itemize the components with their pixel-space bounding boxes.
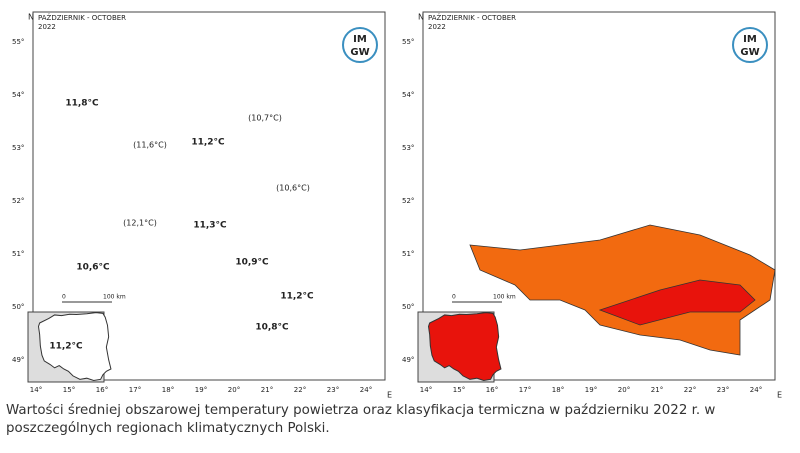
lon-label: 18°	[162, 386, 174, 394]
region-temperature: 10,9°C	[235, 258, 269, 268]
east-label: E	[387, 391, 392, 400]
lon-label: 22°	[294, 386, 306, 394]
lon-label: 16°	[486, 386, 498, 394]
lat-label: 52°	[12, 197, 24, 205]
region-temperature: (12,1°C)	[123, 219, 157, 228]
scale-start: 0	[452, 294, 456, 301]
lon-label: 20°	[228, 386, 240, 394]
north-label: N	[28, 13, 34, 22]
region-temperature: 11,2°C	[191, 138, 225, 148]
warm-region	[469, 224, 776, 356]
scale-start: 0	[62, 294, 66, 301]
lat-label: 49°	[402, 356, 414, 364]
lon-label: 15°	[453, 386, 465, 394]
region-temperature: 11,8°C	[65, 99, 99, 109]
lon-label: 17°	[129, 386, 141, 394]
map-year: 2022	[428, 23, 446, 31]
logo-top: IM	[353, 34, 367, 45]
lon-label: 21°	[651, 386, 663, 394]
inset-poland	[427, 312, 502, 382]
logo	[732, 27, 768, 63]
lat-label: 53°	[402, 144, 414, 152]
lat-label: 53°	[12, 144, 24, 152]
lon-label: 19°	[585, 386, 597, 394]
lat-label: 54°	[12, 91, 24, 99]
lon-label: 17°	[519, 386, 531, 394]
region-temperature: 11,3°C	[193, 221, 227, 231]
region-temperature: (11,6°C)	[133, 141, 167, 150]
region-temperature: (10,6°C)	[276, 184, 310, 193]
logo-top: IM	[743, 34, 757, 45]
lon-label: 22°	[684, 386, 696, 394]
logo-bottom: GW	[740, 47, 759, 58]
lat-label: 51°	[12, 250, 24, 258]
caption: Wartości średniej obszarowej temperatury…	[6, 403, 716, 436]
maps: PAŹDZIERNIK - OCTOBER2022NE55°54°53°52°5…	[12, 11, 782, 400]
lon-label: 19°	[195, 386, 207, 394]
north-label: N	[418, 13, 424, 22]
east-label: E	[777, 391, 782, 400]
lon-label: 24°	[360, 386, 372, 394]
lon-label: 15°	[63, 386, 75, 394]
logo-bottom: GW	[350, 47, 369, 58]
lon-label: 20°	[618, 386, 630, 394]
lon-label: 23°	[327, 386, 339, 394]
very-warm-region	[598, 279, 756, 326]
lon-label: 16°	[96, 386, 108, 394]
inset-label: 11,2°C	[49, 342, 83, 352]
region-temperature: 10,6°C	[76, 263, 110, 273]
lon-label: 23°	[717, 386, 729, 394]
lat-label: 51°	[402, 250, 414, 258]
lat-label: 55°	[12, 38, 24, 46]
map-year: 2022	[38, 23, 56, 31]
logo	[342, 27, 378, 63]
inset-poland	[37, 312, 112, 382]
region-temperature: 11,2°C	[280, 292, 314, 302]
lon-label: 21°	[261, 386, 273, 394]
map-title: PAŹDZIERNIK - OCTOBER	[38, 13, 126, 22]
lon-label: 14°	[30, 386, 42, 394]
lat-label: 54°	[402, 91, 414, 99]
map-title: PAŹDZIERNIK - OCTOBER	[428, 13, 516, 22]
lon-label: 18°	[552, 386, 564, 394]
scale-end: 100 km	[103, 294, 126, 301]
lat-label: 49°	[12, 356, 24, 364]
lat-label: 50°	[12, 303, 24, 311]
scale-end: 100 km	[493, 294, 516, 301]
lat-label: 55°	[402, 38, 414, 46]
region-temperature: 10,8°C	[255, 323, 289, 333]
lat-label: 50°	[402, 303, 414, 311]
region-temperature: (10,7°C)	[248, 114, 282, 123]
lon-label: 14°	[420, 386, 432, 394]
lat-label: 52°	[402, 197, 414, 205]
lon-label: 24°	[750, 386, 762, 394]
